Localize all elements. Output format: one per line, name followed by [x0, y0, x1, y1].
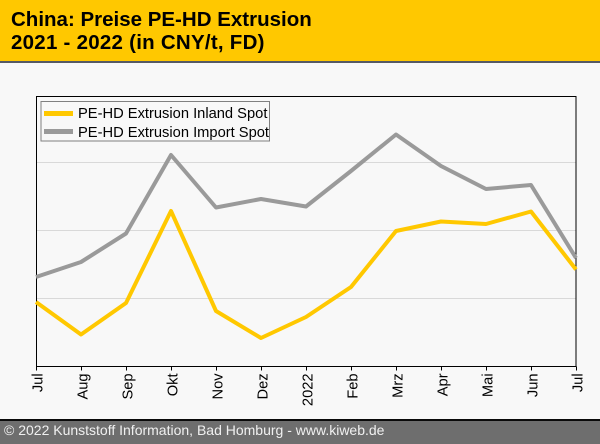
svg-text:Nov: Nov — [211, 373, 227, 400]
svg-text:Jun: Jun — [526, 373, 542, 397]
svg-text:Jul: Jul — [31, 373, 47, 392]
svg-text:Mai: Mai — [481, 373, 497, 397]
svg-text:Jul: Jul — [571, 373, 587, 392]
svg-text:Sep: Sep — [121, 373, 137, 399]
svg-text:Apr: Apr — [436, 373, 452, 396]
svg-text:PE-HD Extrusion Inland Spot: PE-HD Extrusion Inland Spot — [78, 106, 267, 122]
svg-text:2022: 2022 — [301, 373, 317, 406]
svg-text:Feb: Feb — [346, 373, 362, 398]
svg-text:Mrz: Mrz — [391, 373, 407, 397]
svg-text:Dez: Dez — [256, 373, 272, 399]
svg-text:Okt: Okt — [166, 373, 182, 396]
svg-text:Aug: Aug — [76, 373, 92, 399]
svg-text:PE-HD Extrusion Import Spot: PE-HD Extrusion Import Spot — [78, 125, 269, 141]
